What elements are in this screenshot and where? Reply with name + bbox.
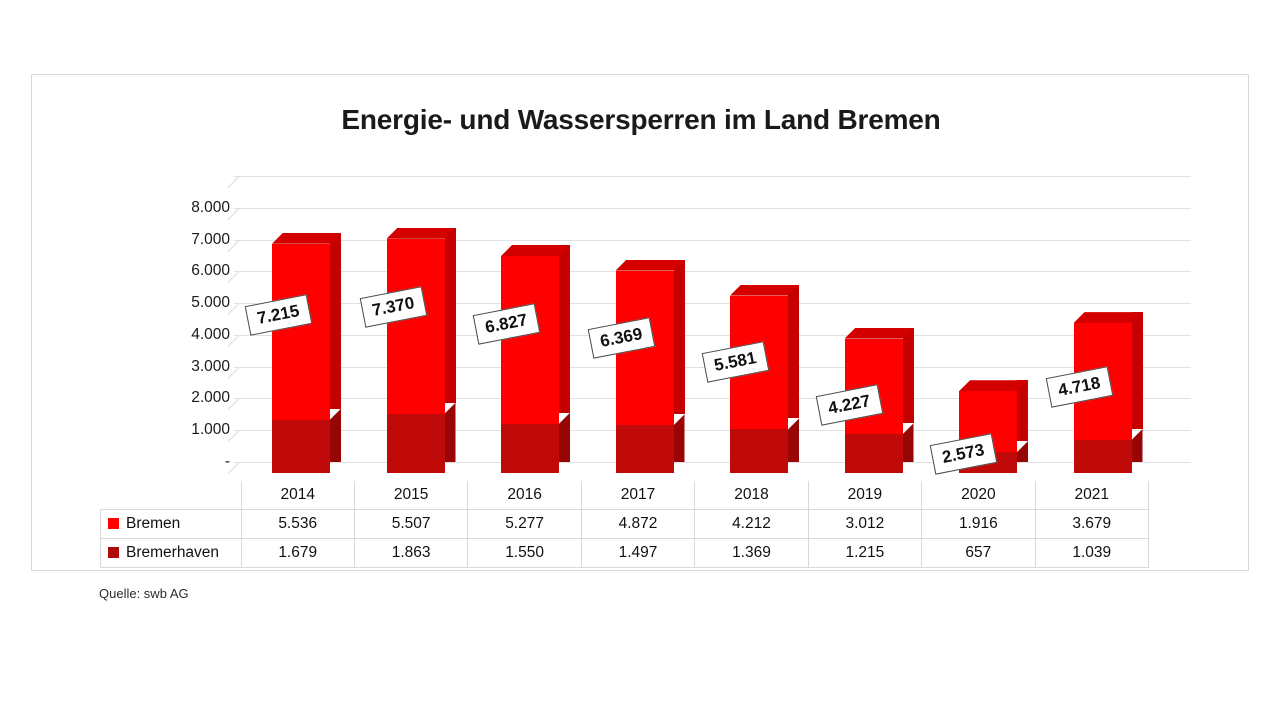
gridline xyxy=(234,271,1191,273)
bar-segment-bremerhaven xyxy=(272,419,330,473)
chart-container: Energie- und Wassersperren im Land Breme… xyxy=(31,74,1249,571)
table-cell: 1.550 xyxy=(467,538,582,568)
table-cell: 3.012 xyxy=(807,509,923,539)
y-tick-label: 1.000 xyxy=(191,421,230,439)
y-tick-label: 6.000 xyxy=(191,262,230,280)
source-note: Quelle: swb AG xyxy=(99,586,189,601)
table-cell: 3.679 xyxy=(1034,509,1150,539)
table-header-cell: 2018 xyxy=(694,481,809,510)
bar-segment-bremerhaven xyxy=(1073,439,1132,473)
bar-segment-bremen-side xyxy=(559,245,570,413)
bar-segment-bremerhaven xyxy=(844,434,903,473)
bar-top-face xyxy=(272,233,341,244)
bar-segment-bremen xyxy=(386,238,445,414)
table-header-cell: 2020 xyxy=(921,481,1036,510)
y-tick-label: - xyxy=(224,453,230,470)
table-cell: 657 xyxy=(921,538,1036,568)
table-cell: 5.536 xyxy=(240,509,355,539)
gridline xyxy=(234,207,1191,209)
y-tick-label: 7.000 xyxy=(191,230,230,248)
table-cell: 4.212 xyxy=(694,509,809,539)
bar-segment-bremerhaven-side xyxy=(444,402,456,462)
bar-top-face xyxy=(730,285,799,296)
table-cell: 5.507 xyxy=(353,509,469,539)
table-corner-cell xyxy=(100,481,242,510)
bar-segment-bremerhaven-side xyxy=(559,412,570,462)
table-row: Bremen 5.536 5.507 5.277 4.872 4.212 3.012 1.91… xyxy=(100,509,1150,539)
bar-top-face xyxy=(501,245,570,256)
gridline xyxy=(234,462,1191,463)
series-label: Bremen xyxy=(126,515,181,532)
series-label: Bremerhaven xyxy=(126,544,220,561)
table-cell: 4.872 xyxy=(580,509,696,539)
table-row-header: Bremen xyxy=(100,509,242,539)
bar-top-face xyxy=(387,228,456,239)
data-table: 2014 2015 2016 2017 2018 2019 2020 2021 Bremen 5… xyxy=(100,481,1150,568)
table-row: Bremerhaven 1.679 1.863 1.550 1.497 1.369 1.21… xyxy=(100,538,1150,568)
bar-segment-bremerhaven-side xyxy=(330,408,341,462)
table-cell: 1.215 xyxy=(807,538,923,568)
y-tick-label: 8.000 xyxy=(191,198,230,216)
gridline xyxy=(234,303,1191,305)
table-header-cell: 2014 xyxy=(240,481,355,510)
table-cell: 1.497 xyxy=(580,538,696,568)
table-cell: 1.039 xyxy=(1034,538,1150,568)
bar-segment-bremen-side xyxy=(788,284,799,419)
gridline xyxy=(234,239,1191,241)
table-header-cell: 2021 xyxy=(1034,481,1150,510)
bar-top-face xyxy=(959,380,1028,391)
bar-top-face xyxy=(616,260,685,271)
table-cell: 1.369 xyxy=(694,538,809,568)
table-header-cell: 2015 xyxy=(353,481,469,510)
bar-segment-bremen-side xyxy=(444,227,456,403)
bar-segment-bremerhaven xyxy=(730,429,788,473)
bar-segment-bremen xyxy=(272,243,330,420)
table-header: 2014 2015 2016 2017 2018 2019 2020 2021 xyxy=(100,481,1150,510)
bar-segment-bremerhaven-side xyxy=(1131,428,1143,462)
gridline xyxy=(234,176,1191,177)
legend-swatch-icon xyxy=(108,547,119,558)
y-tick-label: 3.000 xyxy=(191,357,230,375)
chart-title: Energie- und Wassersperren im Land Breme… xyxy=(341,104,941,135)
table-header-row: 2014 2015 2016 2017 2018 2019 2020 2021 xyxy=(100,481,1150,510)
table-cell: 1.863 xyxy=(353,538,469,568)
table-row-header: Bremerhaven xyxy=(100,538,242,568)
gridline xyxy=(234,430,1191,432)
bar-segment-bremerhaven xyxy=(386,413,445,473)
y-tick-label: 5.000 xyxy=(191,294,230,312)
bar-segment-bremen-side xyxy=(673,259,685,415)
bar-segment-bremerhaven xyxy=(615,425,674,473)
table-cell: 1.679 xyxy=(240,538,355,568)
bar-segment-bremen-side xyxy=(330,232,341,409)
bar-segment-bremen-side xyxy=(1017,380,1028,442)
table-cell: 1.916 xyxy=(921,509,1036,539)
table-header-cell: 2019 xyxy=(807,481,923,510)
bar-segment-bremerhaven-side xyxy=(788,418,799,462)
gridline xyxy=(234,398,1191,400)
legend-swatch-icon xyxy=(108,518,119,529)
bar-segment-bremerhaven-side xyxy=(902,423,914,462)
table-header-cell: 2016 xyxy=(467,481,582,510)
bar-segment-bremen-side xyxy=(1131,312,1143,429)
y-tick-label: 4.000 xyxy=(191,325,230,343)
bar-top-face xyxy=(845,328,914,339)
table-header-cell: 2017 xyxy=(580,481,696,510)
y-tick-label: 2.000 xyxy=(191,389,230,407)
table-body: Bremen 5.536 5.507 5.277 4.872 4.212 3.012 1.91… xyxy=(100,509,1150,568)
bar-top-face xyxy=(1074,312,1143,323)
plot-area: 8.000 7.000 6.000 5.000 4.000 3.000 2.000 1.000… xyxy=(32,75,1250,572)
bar-segment-bremen-side xyxy=(902,327,914,424)
gridline xyxy=(234,334,1191,336)
bar-segment-bremerhaven-side xyxy=(673,414,685,462)
bar-segment-bremen xyxy=(501,256,559,424)
y-axis-tick-labels: 8.000 7.000 6.000 5.000 4.000 3.000 2.000 1.000… xyxy=(160,75,230,572)
table-cell: 5.277 xyxy=(467,509,582,539)
bar-segment-bremerhaven-side xyxy=(1017,441,1028,462)
bar-segment-bremerhaven xyxy=(501,423,559,473)
